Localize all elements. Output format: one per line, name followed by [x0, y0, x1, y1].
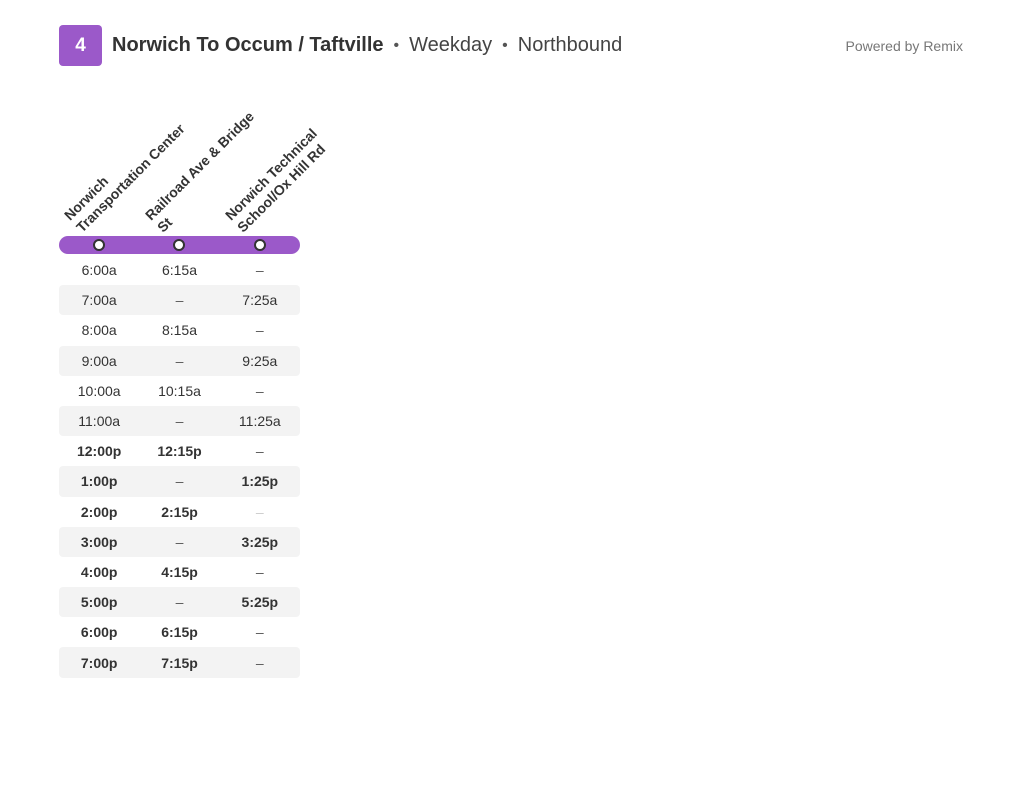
direction: Northbound	[517, 34, 623, 56]
table-row: 7:00p 7:15p –	[59, 647, 300, 678]
time-cell: 1:25p	[241, 473, 279, 490]
powered-by-link[interactable]: Powered by Remix	[845, 37, 964, 54]
time-cell: 2:00p	[80, 503, 118, 520]
time-cell: 3:00p	[80, 533, 118, 550]
table-row: 9:00a – 9:25a	[59, 345, 300, 376]
day-type: Weekday	[409, 34, 493, 56]
time-cell: 7:15p	[161, 654, 198, 671]
stops-header: Norwich Transportation Center Railroad A…	[59, 78, 359, 236]
table-row: 10:00a 10:15a –	[59, 376, 300, 406]
time-cell: 6:00p	[80, 624, 118, 641]
time-cell: 11:25a	[238, 413, 281, 430]
time-cell: 7:00a	[81, 292, 117, 309]
time-cell: 2:15p	[161, 503, 198, 520]
time-cell: 12:15p	[157, 443, 202, 460]
time-cell: 3:25p	[241, 533, 279, 550]
time-cell: 8:00a	[81, 322, 117, 339]
time-cell: –	[255, 503, 264, 520]
time-cell: –	[175, 473, 184, 490]
table-row: 11:00a – 11:25a	[59, 405, 300, 437]
time-cell: 4:15p	[161, 563, 198, 580]
time-cell: –	[255, 624, 264, 641]
timetable-header: 4 Norwich To Occum / Taftville • Weekday…	[59, 25, 963, 66]
title-separator: •	[393, 36, 400, 54]
time-cell: 8:15a	[161, 322, 198, 339]
time-cell: 7:25a	[242, 292, 278, 309]
time-cell: –	[175, 533, 184, 550]
table-row: 8:00a 8:15a –	[59, 315, 300, 345]
time-cell: 7:00p	[80, 654, 118, 671]
table-row: 2:00p 2:15p –	[59, 497, 300, 527]
stop-dot-icon	[254, 239, 266, 251]
table-row: 12:00p 12:15p –	[59, 436, 300, 466]
time-cell: –	[255, 654, 264, 671]
table-row: 7:00a – 7:25a	[59, 285, 300, 316]
page-title: Norwich To Occum / Taftville • Weekday •…	[112, 25, 622, 66]
time-cell: –	[255, 382, 264, 399]
stop-name-line: School/Ox Hill Rd	[233, 140, 329, 236]
time-cell: 5:25p	[241, 594, 279, 611]
table-row: 1:00p – 1:25p	[59, 466, 300, 497]
route-number-badge: 4	[59, 25, 102, 66]
time-cell: 10:15a	[158, 382, 201, 399]
route-line-bar	[59, 236, 300, 254]
schedule-table: 6:00a 6:15a –7:00a –7:25a 8:00a 8:15a –9:00a –9…	[59, 255, 300, 678]
time-cell: 6:15a	[161, 262, 198, 279]
time-cell: –	[175, 413, 184, 430]
stop-dot-icon	[173, 239, 185, 251]
time-cell: –	[255, 443, 264, 460]
time-cell: 6:00a	[81, 262, 117, 279]
table-row: 4:00p 4:15p –	[59, 557, 300, 587]
time-cell: 10:00a	[77, 382, 121, 399]
time-cell: 12:00p	[76, 443, 122, 460]
time-cell: 5:00p	[80, 594, 118, 611]
time-cell: 9:00a	[81, 352, 117, 369]
table-row: 5:00p – 5:25p	[59, 587, 300, 618]
table-row: 6:00a 6:15a –	[59, 255, 300, 285]
table-row: 6:00p 6:15p –	[59, 617, 300, 647]
time-cell: –	[255, 563, 264, 580]
stop-name-line: Norwich	[60, 172, 112, 224]
table-row: 3:00p – 3:25p	[59, 526, 300, 557]
time-cell: –	[175, 594, 184, 611]
time-cell: –	[255, 262, 264, 279]
route-name: Norwich To Occum / Taftville	[112, 34, 384, 56]
time-cell: –	[255, 322, 264, 339]
title-separator: •	[502, 36, 508, 54]
time-cell: 9:25a	[242, 352, 278, 369]
time-cell: 11:00a	[78, 413, 121, 430]
time-cell: 4:00p	[80, 563, 118, 580]
time-cell: 1:00p	[80, 473, 118, 490]
stop-dot-icon	[93, 239, 105, 251]
time-cell: 6:15p	[161, 624, 198, 641]
time-cell: –	[175, 292, 184, 309]
time-cell: –	[175, 352, 184, 369]
